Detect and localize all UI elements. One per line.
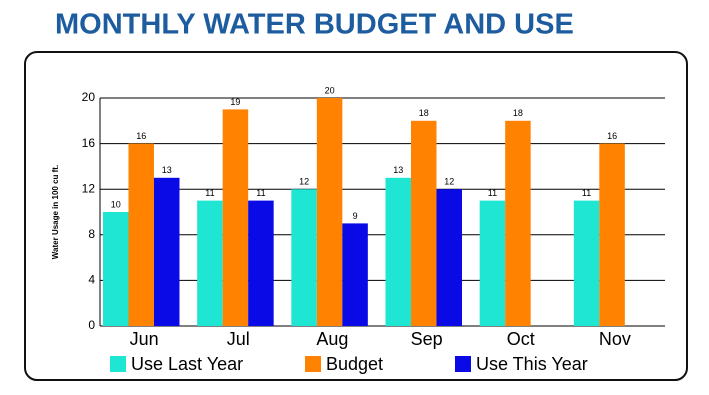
- bar: [222, 109, 249, 327]
- data-label: 12: [444, 177, 454, 187]
- y-tick-label: 8: [88, 227, 95, 241]
- bar: [411, 120, 437, 326]
- data-label: 20: [325, 85, 335, 95]
- legend-swatch: [305, 356, 321, 372]
- data-label: 16: [607, 131, 617, 141]
- bar: [385, 177, 411, 326]
- bar: [197, 200, 223, 326]
- data-label: 10: [111, 199, 121, 209]
- data-label: 12: [299, 177, 309, 187]
- data-label: 11: [488, 188, 497, 198]
- y-tick-label: 16: [82, 136, 96, 150]
- data-label: 16: [136, 131, 146, 141]
- data-label: 13: [162, 165, 172, 175]
- legend-label: Use Last Year: [131, 354, 243, 374]
- data-label: 19: [230, 97, 240, 107]
- bar: [154, 177, 180, 326]
- bar: [291, 189, 317, 326]
- y-axis-label: Water Usage in 100 cu ft.: [51, 165, 60, 259]
- data-label: 11: [256, 188, 265, 198]
- data-label: 11: [205, 188, 214, 198]
- x-tick-label: Nov: [599, 329, 631, 349]
- legend-swatch: [455, 356, 471, 372]
- bar: [599, 143, 625, 326]
- x-tick-label: Oct: [507, 329, 535, 349]
- bar: [505, 120, 531, 326]
- bar: [248, 200, 274, 326]
- y-tick-label: 20: [82, 90, 96, 104]
- legend-label: Use This Year: [476, 354, 588, 374]
- legend-swatch: [110, 356, 126, 372]
- data-label: 13: [393, 165, 403, 175]
- bar: [436, 189, 462, 326]
- bar: [342, 223, 368, 326]
- y-tick-label: 4: [88, 273, 95, 287]
- data-label: 18: [513, 108, 523, 118]
- x-tick-label: Aug: [316, 329, 348, 349]
- bar: [316, 98, 343, 326]
- legend-label: Budget: [326, 354, 383, 374]
- data-label: 18: [419, 108, 429, 118]
- bar: [128, 143, 154, 326]
- bar: [573, 200, 600, 326]
- bar: [479, 200, 506, 326]
- x-tick-label: Jun: [130, 329, 159, 349]
- chart-title: MONTHLY WATER BUDGET AND USE: [55, 9, 574, 41]
- y-tick-label: 0: [88, 318, 95, 332]
- x-tick-label: Sep: [411, 329, 443, 349]
- data-label: 9: [353, 211, 358, 221]
- x-tick-label: Jul: [227, 329, 250, 349]
- bar: [103, 212, 129, 326]
- data-label: 11: [582, 188, 591, 198]
- y-tick-label: 12: [82, 181, 96, 195]
